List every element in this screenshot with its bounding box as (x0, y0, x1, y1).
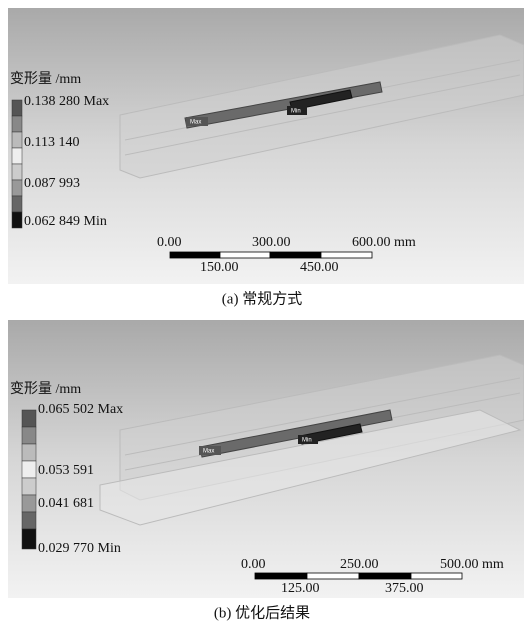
scale-label: 150.00 (200, 260, 239, 275)
scale-label: 0.00 (241, 557, 266, 572)
legend-label: 0.065 502 Max (38, 402, 123, 417)
scale-label: 125.00 (281, 581, 320, 596)
scale-label: 600.00 mm (352, 235, 416, 250)
legend-title: 变形量 /mm (10, 71, 81, 87)
legend-bar (12, 100, 22, 228)
legend-label: 0.062 849 Min (24, 214, 107, 229)
figure: Max Min 变形量 /mm 0.138 280 Max 0.113 140 … (0, 0, 524, 626)
legend-label: 0.138 280 Max (24, 94, 109, 109)
legend-label: 0.041 681 (38, 496, 94, 511)
scale-label: 0.00 (157, 235, 182, 250)
panel-b: Max Min 变形量 /mm 0.065 502 Max 0.053 591 … (8, 320, 524, 621)
scale-label: 375.00 (385, 581, 424, 596)
scale-bar (170, 252, 372, 258)
legend-label: 0.087 993 (24, 176, 80, 191)
legend-label: 0.029 770 Min (38, 541, 121, 556)
min-tag: Min (291, 109, 301, 115)
legend-label: 0.053 591 (38, 463, 94, 478)
min-tag: Min (302, 438, 312, 444)
scale-label: 450.00 (300, 260, 339, 275)
scale-label: 250.00 (340, 557, 379, 572)
legend-label: 0.113 140 (24, 135, 79, 150)
max-tag: Max (190, 120, 201, 126)
legend-bar (22, 410, 36, 549)
caption: (a) 常规方式 (222, 290, 302, 307)
panel-a: Max Min 变形量 /mm 0.138 280 Max 0.113 140 … (8, 8, 524, 307)
scale-bar (255, 573, 462, 579)
max-tag: Max (203, 449, 214, 455)
caption: (b) 优化后结果 (214, 604, 310, 621)
legend-title: 变形量 /mm (10, 381, 81, 397)
scale-label: 500.00 mm (440, 557, 504, 572)
scale-label: 300.00 (252, 235, 291, 250)
